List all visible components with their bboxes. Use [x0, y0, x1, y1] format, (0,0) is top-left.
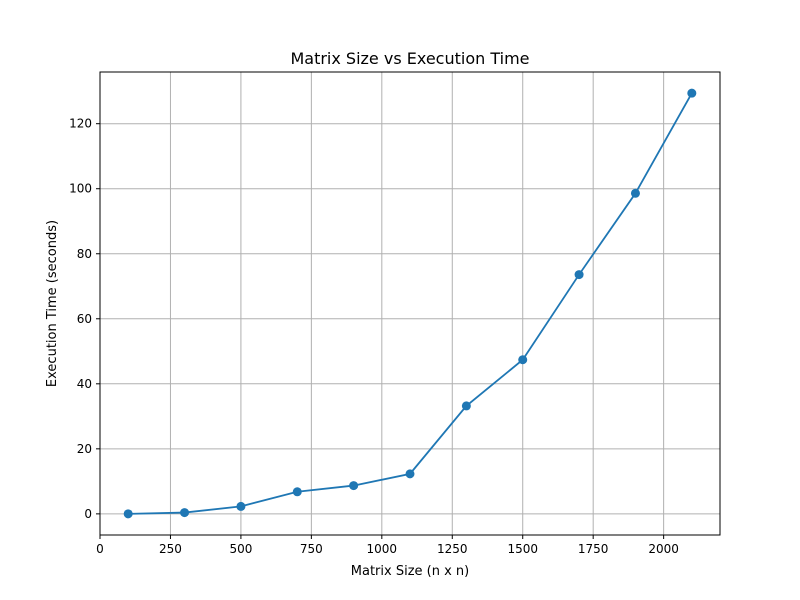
data-point [687, 88, 697, 98]
x-tick-label: 0 [96, 542, 104, 556]
x-tick-label: 1750 [578, 542, 609, 556]
x-tick-label: 1000 [367, 542, 398, 556]
data-point [461, 401, 471, 411]
data-point [349, 481, 359, 491]
y-tick-label: 120 [69, 117, 92, 131]
y-tick-label: 80 [77, 247, 92, 261]
x-tick-label: 250 [159, 542, 182, 556]
data-point [518, 355, 528, 365]
x-tick-label: 1250 [437, 542, 468, 556]
data-point [405, 469, 415, 479]
x-tick-label: 1500 [507, 542, 538, 556]
chart-title: Matrix Size vs Execution Time [290, 49, 529, 68]
y-tick-label: 20 [77, 442, 92, 456]
series-line [128, 92, 693, 515]
series-layer [123, 88, 697, 519]
y-tick-label: 0 [84, 507, 92, 521]
x-tick-label: 750 [300, 542, 323, 556]
x-tick-label: 2000 [648, 542, 679, 556]
data-point [180, 508, 190, 518]
y-axis-label: Execution Time (seconds) [45, 220, 60, 387]
y-tick-label: 60 [77, 312, 92, 326]
x-axis-ticks: 0 250 500 750 1000 1250 1500 1750 2000 [96, 535, 679, 556]
grid [99, 72, 720, 535]
data-point [292, 487, 302, 497]
plot-frame [99, 71, 721, 536]
y-axis-ticks: 0 20 40 60 80 100 120 [69, 117, 100, 521]
data-point [123, 509, 133, 519]
data-point [630, 188, 640, 198]
y-tick-label: 100 [69, 182, 92, 196]
x-axis-label: Matrix Size (n x n) [351, 564, 469, 579]
data-point [236, 501, 246, 511]
data-point [574, 270, 584, 280]
x-tick-label: 500 [229, 542, 252, 556]
y-tick-label: 40 [77, 377, 92, 391]
